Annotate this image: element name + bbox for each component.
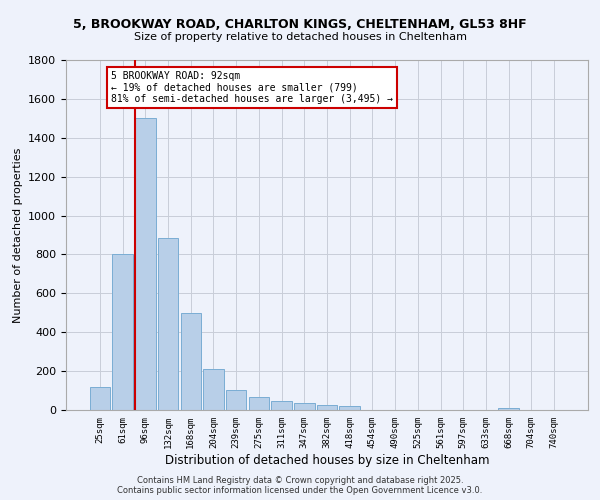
Text: Contains HM Land Registry data © Crown copyright and database right 2025.
Contai: Contains HM Land Registry data © Crown c… (118, 476, 482, 495)
Bar (112, 254, 133, 410)
Bar (317, 405, 337, 410)
Text: 5 BROOKWAY ROAD: 92sqm
← 19% of detached houses are smaller (799)
81% of semi-de: 5 BROOKWAY ROAD: 92sqm ← 19% of detached… (111, 70, 393, 104)
Bar (90, 386, 110, 410)
Bar (135, 118, 155, 410)
Y-axis label: Number of detached properties: Number of detached properties (13, 148, 23, 322)
Bar (158, 238, 178, 410)
Text: Size of property relative to detached houses in Cheltenham: Size of property relative to detached ho… (133, 32, 467, 42)
Bar (248, 398, 269, 410)
Bar (226, 390, 247, 410)
Bar (203, 369, 224, 410)
Bar (340, 406, 360, 410)
Bar (271, 401, 292, 410)
Bar (181, 313, 201, 410)
Text: 5, BROOKWAY ROAD, CHARLTON KINGS, CHELTENHAM, GL53 8HF: 5, BROOKWAY ROAD, CHARLTON KINGS, CHELTE… (73, 18, 527, 30)
Bar (499, 408, 519, 410)
X-axis label: Distribution of detached houses by size in Cheltenham: Distribution of detached houses by size … (165, 454, 489, 467)
Bar (294, 403, 314, 410)
